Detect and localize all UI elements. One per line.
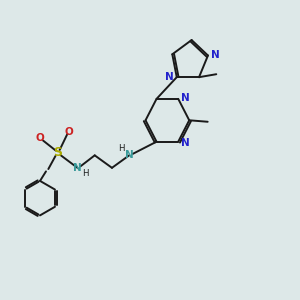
Text: O: O: [35, 133, 44, 143]
Text: N: N: [211, 50, 220, 61]
Text: N: N: [73, 163, 82, 173]
Text: N: N: [125, 150, 134, 160]
Text: S: S: [53, 146, 62, 160]
Text: H: H: [118, 144, 125, 153]
Text: N: N: [165, 72, 174, 82]
Text: N: N: [181, 93, 190, 103]
Text: O: O: [65, 127, 74, 136]
Text: N: N: [181, 138, 190, 148]
Text: H: H: [82, 169, 89, 178]
